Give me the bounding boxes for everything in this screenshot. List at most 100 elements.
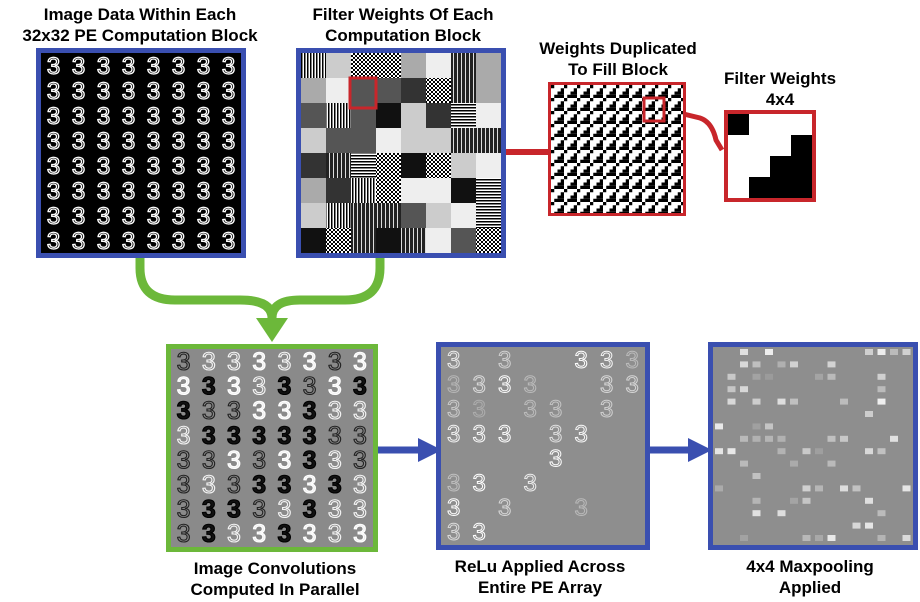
pooled-cell (765, 435, 773, 442)
conv-digit-cell: 3 (202, 471, 216, 499)
conv-digit-cell: 3 (303, 397, 317, 425)
digit-cell: 3 (47, 203, 60, 230)
conv-digit-cell: 3 (328, 520, 342, 547)
pooled-cell (790, 361, 798, 368)
digit-cell: 3 (172, 128, 185, 155)
relu-digit-cell: 3 (524, 396, 537, 423)
pooled-cell (877, 386, 886, 393)
conv-digit-cell: 3 (353, 349, 367, 376)
pooled-cell (740, 361, 748, 368)
digit-cell: 3 (72, 53, 85, 80)
relu-digit-cell: 3 (600, 372, 613, 399)
filter-4x4-cell (791, 177, 812, 198)
filter-weights-label-line2: Computation Block (325, 26, 481, 45)
maxpool-label-line2: Applied (778, 578, 842, 597)
pooled-cell (727, 373, 736, 380)
digit-cell: 3 (222, 103, 235, 130)
pooled-cell (865, 411, 873, 417)
relu-digit-cell: 3 (498, 347, 511, 374)
filter-block (401, 228, 426, 253)
filter-4x4-panel (724, 110, 816, 202)
digit-cell: 3 (197, 228, 210, 253)
pooled-cell (727, 448, 736, 455)
conv-digit-cell: 3 (227, 496, 241, 524)
maxpool-label: 4x4 Maxpooling Applied (690, 556, 920, 598)
filter-block (301, 178, 326, 203)
relu-digit-cell: 3 (600, 396, 613, 423)
filter-4x4-cell (770, 156, 791, 177)
filter-block (451, 78, 476, 103)
pooled-cell (752, 435, 761, 442)
pooled-cell (815, 485, 823, 492)
pooled-cell (777, 435, 786, 442)
conv-digit-cell: 3 (353, 496, 367, 524)
filter-block (351, 178, 376, 203)
pooled-cell (815, 373, 823, 380)
pooled-cell (777, 361, 786, 368)
digit-cell: 3 (97, 203, 110, 230)
conv-digit-cell: 3 (177, 349, 191, 376)
digit-cell: 3 (172, 228, 185, 253)
conv-digit-cell: 3 (252, 471, 266, 499)
filter-4x4-label: Filter Weights 4x4 (700, 68, 860, 110)
filter-block (451, 203, 476, 228)
duplicate-highlight-box (642, 96, 666, 123)
filter-weights-label-line1: Filter Weights Of Each (312, 5, 494, 24)
conv-digit-cell: 3 (328, 446, 342, 474)
pooled-cell (865, 349, 873, 355)
pooled-cell (790, 460, 798, 467)
conv-digit-cell: 3 (328, 349, 342, 376)
pooled-cell (877, 349, 886, 355)
digit-cell: 3 (47, 53, 60, 80)
pooled-cell (902, 535, 911, 541)
filter-block (476, 53, 501, 78)
filter-block (351, 228, 376, 253)
conv-digit-cell: 3 (177, 496, 191, 524)
filter-weights-panel (296, 48, 506, 258)
filter-block (326, 178, 351, 203)
digit-cell: 3 (147, 203, 160, 230)
pooled-cell (827, 361, 836, 368)
filter-4x4-cell (791, 135, 812, 156)
maxpool-label-line1: 4x4 Maxpooling (746, 557, 874, 576)
filter-block (326, 153, 351, 178)
conv-digit-cell: 3 (303, 349, 317, 376)
filter-block (351, 128, 376, 153)
digit-cell: 3 (47, 178, 60, 205)
relu-digit-cell: 3 (447, 519, 460, 545)
filter-4x4-cell (728, 114, 749, 135)
pooled-cell (865, 448, 873, 455)
digit-cell: 3 (47, 228, 60, 253)
digit-cell: 3 (172, 153, 185, 180)
conv-digit-cell: 3 (177, 520, 191, 547)
red-connector-2 (666, 107, 725, 152)
digit-cell: 3 (147, 228, 160, 253)
filter-block (426, 78, 451, 103)
digit-cell: 3 (122, 178, 135, 205)
pooled-cell (752, 510, 761, 517)
filter-block (376, 228, 401, 253)
pooled-cell (752, 361, 761, 368)
relu-digit-cell: 3 (498, 421, 511, 448)
digit-cell: 3 (147, 178, 160, 205)
pooled-cell (802, 497, 811, 504)
relu-label: ReLu Applied Across Entire PE Array (420, 556, 660, 598)
pooled-cell (852, 522, 861, 529)
relu-digit-cell: 3 (447, 396, 460, 423)
filter-block (301, 103, 326, 128)
pooled-cell (752, 373, 761, 380)
pooled-cell (740, 349, 748, 355)
pooled-cell (827, 435, 836, 442)
conv-digit-cell: 3 (303, 471, 317, 499)
weights-duplicated-panel (548, 82, 686, 216)
conv-digit-cell: 3 (328, 397, 342, 425)
filter-block (451, 53, 476, 78)
conv-digit-cell: 3 (353, 422, 367, 450)
pooled-cell (827, 373, 836, 380)
filter-highlight-box (348, 76, 378, 110)
conv-digit-cell: 3 (177, 373, 191, 401)
pooled-cell (777, 510, 786, 517)
conv-digit-cell: 3 (277, 446, 291, 474)
conv-digit-cell: 3 (328, 496, 342, 524)
